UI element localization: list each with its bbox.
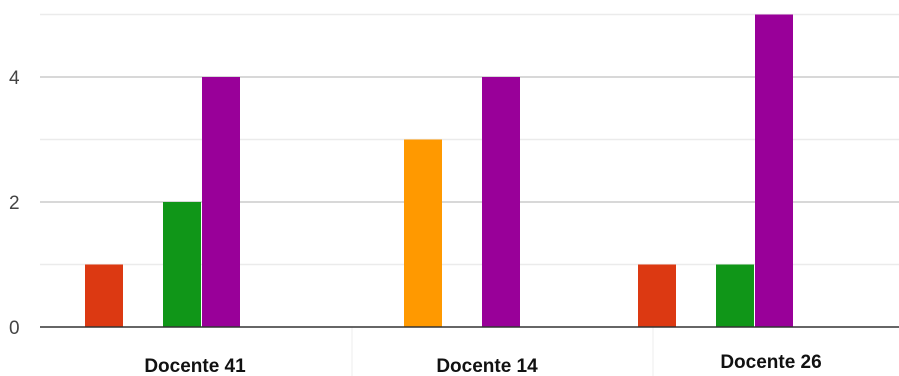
category-label: Docente 26 bbox=[720, 352, 821, 373]
y-tick-label: 2 bbox=[9, 193, 20, 214]
bar bbox=[202, 77, 240, 327]
category-labels: Docente 41 Docente 14 Docente 26 bbox=[144, 352, 821, 376]
bar bbox=[404, 139, 442, 327]
category-label: Docente 14 bbox=[436, 356, 538, 376]
bar bbox=[163, 202, 201, 327]
y-tick-label: 4 bbox=[9, 68, 20, 89]
y-tick-labels: 0 2 4 bbox=[9, 68, 20, 339]
bars bbox=[85, 14, 793, 327]
category-label: Docente 41 bbox=[144, 356, 246, 376]
bar bbox=[755, 14, 793, 327]
bar bbox=[638, 264, 676, 327]
bar bbox=[85, 264, 123, 327]
y-tick-label: 0 bbox=[9, 318, 20, 339]
bar bbox=[482, 77, 520, 327]
bar bbox=[716, 264, 754, 327]
